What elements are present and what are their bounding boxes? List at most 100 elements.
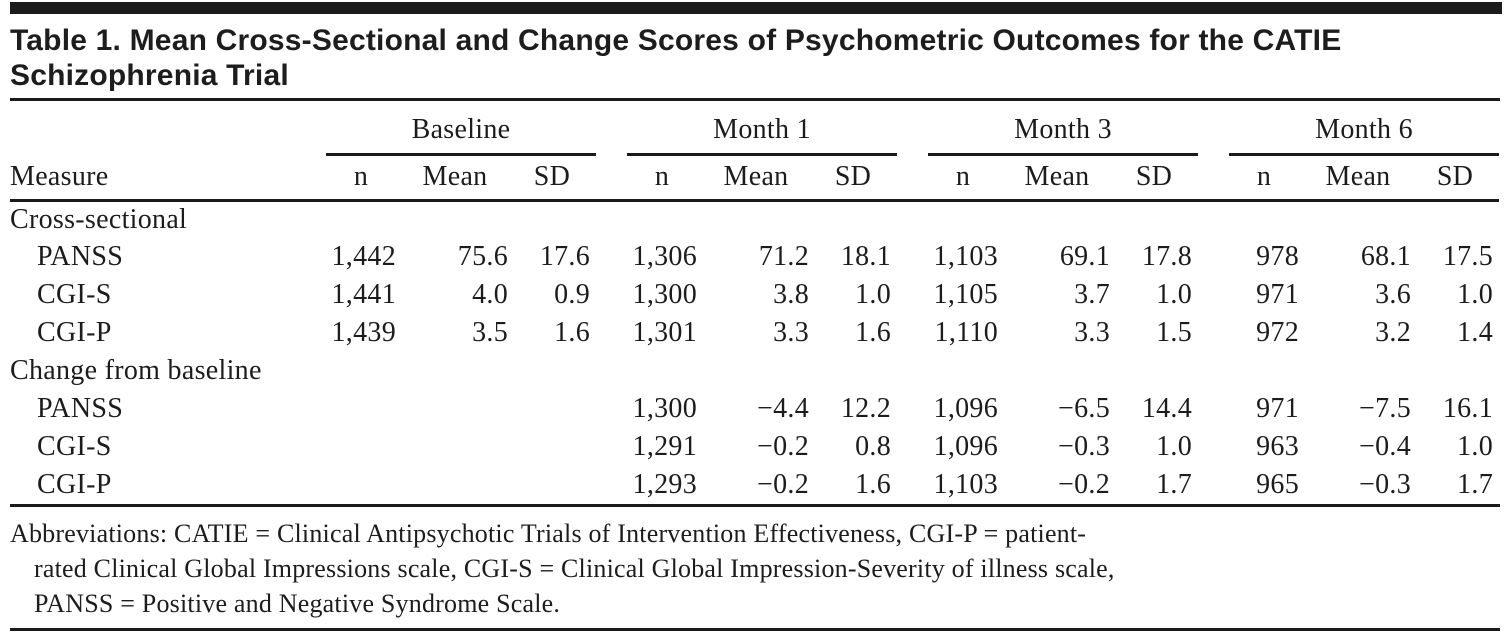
column-spacer bbox=[596, 238, 627, 276]
cell-month3-mean: 69.1 bbox=[1059, 241, 1111, 272]
cell-month1-n: 1,291 bbox=[632, 431, 698, 462]
column-subheader-row: Measure n Mean SD n Mean SD n Mean SD n … bbox=[10, 154, 1500, 202]
cell-month1-mean: 3.8 bbox=[773, 279, 810, 310]
cell-month1-sd: 1.0 bbox=[855, 279, 892, 310]
cell-baseline-mean bbox=[402, 466, 514, 504]
cell-month6-mean: −0.3 bbox=[1359, 469, 1412, 500]
section-row: Change from baseline bbox=[10, 352, 1499, 390]
col-header-month1-mean: Mean bbox=[703, 154, 816, 202]
row-label-panss: PANSS bbox=[37, 241, 124, 272]
cell-month1-sd: 1.6 bbox=[855, 469, 892, 500]
column-spacer bbox=[897, 390, 928, 428]
cell-baseline-n bbox=[326, 390, 402, 428]
cell-month3-n: 1,096 bbox=[933, 431, 999, 462]
col-header-month3-sd: SD bbox=[1116, 154, 1199, 202]
col-header-month3-n: n bbox=[928, 154, 1005, 202]
cell-month3-mean: −0.3 bbox=[1058, 431, 1111, 462]
cell-month1-mean: 71.2 bbox=[758, 241, 810, 272]
cell-month6-n: 965 bbox=[1256, 469, 1300, 500]
column-spacer bbox=[596, 466, 627, 504]
column-spacer bbox=[1198, 154, 1230, 202]
cell-month3-n: 1,103 bbox=[933, 469, 999, 500]
table-row-panss-change: PANSS 1,300 −4.4 12.2 1,096 −6.5 14.4 97… bbox=[10, 390, 1499, 428]
cell-month1-mean: 3.3 bbox=[773, 317, 810, 348]
row-label-cgi-p: CGI-P bbox=[37, 317, 112, 348]
cell-baseline-mean: 4.0 bbox=[472, 279, 508, 310]
footnote-abbreviations: Abbreviations: CATIE = Clinical Antipsyc… bbox=[10, 507, 1500, 621]
col-header-baseline-mean: Mean bbox=[402, 154, 514, 202]
column-spacer bbox=[897, 314, 928, 352]
cell-month6-sd: 17.5 bbox=[1442, 241, 1494, 272]
top-bar-rule bbox=[10, 2, 1502, 14]
column-spacer bbox=[1198, 276, 1229, 314]
section-label-change-from-baseline: Change from baseline bbox=[10, 355, 262, 386]
column-spacer bbox=[596, 154, 628, 202]
cell-month1-mean: −4.4 bbox=[757, 393, 810, 424]
cell-month3-n: 1,103 bbox=[933, 241, 999, 272]
cell-month1-sd: 18.1 bbox=[840, 241, 892, 272]
row-label-cgi-s: CGI-S bbox=[37, 431, 112, 462]
col-header-month6-sd: SD bbox=[1417, 154, 1500, 202]
col-header-month6-n: n bbox=[1229, 154, 1306, 202]
empty-corner-cell bbox=[10, 101, 326, 154]
cell-month3-sd: 1.0 bbox=[1156, 431, 1193, 462]
cell-baseline-sd bbox=[514, 390, 596, 428]
cell-month3-sd: 1.7 bbox=[1156, 469, 1193, 500]
cell-month1-n: 1,301 bbox=[632, 317, 698, 348]
column-group-header-month3: Month 3 bbox=[928, 101, 1199, 156]
psychometric-outcomes-table: Baseline Month 1 Month 3 Month 6 Measure… bbox=[10, 101, 1500, 504]
table-title-line1: Table 1. Mean Cross-Sectional and Change… bbox=[10, 24, 1342, 57]
cell-baseline-n bbox=[326, 428, 402, 466]
col-header-month3-mean: Mean bbox=[1004, 154, 1117, 202]
table-row-cgip-change: CGI-P 1,293 −0.2 1.6 1,103 −0.2 1.7 965 … bbox=[10, 466, 1499, 504]
column-spacer bbox=[897, 101, 928, 154]
cell-baseline-n bbox=[326, 466, 402, 504]
table-title-line2: Schizophrenia Trial bbox=[10, 59, 289, 92]
cell-month1-sd: 12.2 bbox=[840, 393, 892, 424]
table-row-cgis-change: CGI-S 1,291 −0.2 0.8 1,096 −0.3 1.0 963 … bbox=[10, 428, 1499, 466]
cell-month3-n: 1,096 bbox=[933, 393, 999, 424]
cell-baseline-sd: 0.9 bbox=[554, 279, 591, 310]
cell-baseline-n: 1,442 bbox=[331, 241, 396, 272]
column-spacer bbox=[596, 276, 627, 314]
cell-month6-mean: 3.6 bbox=[1375, 279, 1412, 310]
cell-month3-sd: 1.5 bbox=[1156, 317, 1193, 348]
column-spacer bbox=[596, 101, 627, 154]
cell-baseline-sd: 1.6 bbox=[554, 317, 591, 348]
column-spacer bbox=[1198, 238, 1229, 276]
column-spacer bbox=[1198, 466, 1229, 504]
cell-baseline-mean: 75.6 bbox=[457, 241, 508, 272]
footnote-line: PANSS = Positive and Negative Syndrome S… bbox=[34, 589, 561, 618]
table-row-cgip-cross-sectional: CGI-P 1,439 3.5 1.6 1,301 3.3 1.6 1,110 … bbox=[10, 314, 1499, 352]
cell-month6-n: 971 bbox=[1256, 393, 1300, 424]
cell-baseline-n: 1,441 bbox=[331, 279, 396, 310]
table-row-cgis-cross-sectional: CGI-S 1,441 4.0 0.9 1,300 3.8 1.0 1,105 … bbox=[10, 276, 1499, 314]
row-label-cgi-s: CGI-S bbox=[37, 279, 112, 310]
col-header-month1-n: n bbox=[627, 154, 704, 202]
cell-month6-mean: −0.4 bbox=[1359, 431, 1412, 462]
table-title: Table 1. Mean Cross-Sectional and Change… bbox=[10, 23, 1500, 93]
cell-month6-n: 972 bbox=[1256, 317, 1300, 348]
cell-month1-n: 1,300 bbox=[632, 279, 698, 310]
cell-month6-n: 971 bbox=[1256, 279, 1300, 310]
cell-month1-n: 1,293 bbox=[632, 469, 698, 500]
cell-month6-sd: 1.7 bbox=[1457, 469, 1494, 500]
column-group-header-baseline: Baseline bbox=[326, 101, 597, 156]
cell-month1-sd: 0.8 bbox=[855, 431, 892, 462]
cell-month3-n: 1,110 bbox=[934, 317, 999, 348]
cell-month1-n: 1,306 bbox=[632, 241, 698, 272]
column-spacer bbox=[1198, 390, 1229, 428]
cell-baseline-mean bbox=[402, 428, 514, 466]
cell-month3-mean: −6.5 bbox=[1058, 393, 1111, 424]
column-group-header-row: Baseline Month 1 Month 3 Month 6 bbox=[10, 101, 1500, 156]
cell-baseline-mean: 3.5 bbox=[472, 317, 508, 348]
cell-month6-sd: 1.0 bbox=[1457, 279, 1494, 310]
column-spacer bbox=[897, 276, 928, 314]
cell-baseline-sd: 17.6 bbox=[539, 241, 591, 272]
cell-baseline-n: 1,439 bbox=[331, 317, 396, 348]
column-spacer bbox=[596, 428, 627, 466]
footnote-line: rated Clinical Global Impressions scale,… bbox=[34, 554, 1115, 583]
col-header-month1-sd: SD bbox=[815, 154, 898, 202]
cell-month3-sd: 17.8 bbox=[1141, 241, 1193, 272]
